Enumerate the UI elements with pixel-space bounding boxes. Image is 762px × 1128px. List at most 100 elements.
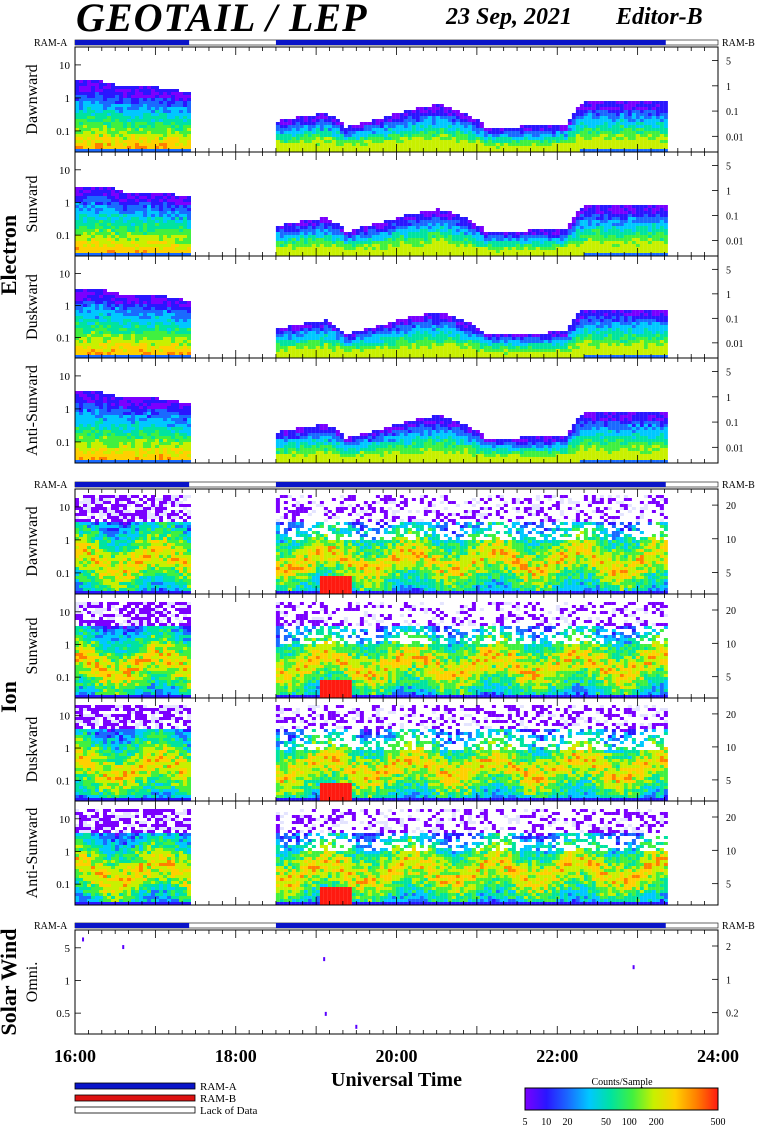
electron-right-tick-3-2: 0.1	[726, 418, 739, 429]
electron-right-tick-0-3: 0.01	[726, 132, 744, 143]
electron-left-tick-2-0: 10	[59, 269, 71, 281]
solar-wind-left-tick-0-2: 0.5	[56, 1008, 70, 1020]
electron-left-tick-0-1: 1	[65, 93, 71, 105]
legend-swatch-2	[74, 1106, 196, 1114]
ion-spectrogram-1	[75, 602, 668, 698]
solar-wind-point-1	[122, 945, 125, 950]
solar-wind-right-tick-0-0: 2	[726, 942, 731, 953]
ion-left-tick-2-0: 10	[59, 711, 71, 723]
electron-panel-label-2: Duskward	[24, 274, 41, 340]
mode-segment-0	[75, 923, 190, 928]
ion-spectrogram-3	[75, 809, 668, 905]
solar-wind-left-tick-0-0: 5	[65, 943, 71, 955]
mode-label-right: RAM-B	[722, 38, 755, 49]
editor-label: Editor-B	[616, 4, 703, 31]
electron-left-tick-2-1: 1	[65, 301, 71, 313]
mode-segment-2	[275, 40, 666, 45]
ion-panel-label-2: Duskward	[24, 717, 41, 783]
ion-right-tick-1-0: 20	[726, 606, 736, 617]
x-tick-label-4: 24:00	[697, 1046, 739, 1066]
electron-mode-bar	[74, 39, 719, 46]
mode-label-right: RAM-B	[722, 480, 755, 491]
legend-label-1: RAM-B	[200, 1093, 236, 1105]
legend-label-0: RAM-A	[200, 1081, 237, 1093]
solar-wind-point-3	[324, 1011, 327, 1016]
electron-panel-label-1: Sunward	[24, 176, 41, 233]
electron-right-tick-0-2: 0.1	[726, 107, 739, 118]
solar-wind-point-4	[355, 1024, 358, 1029]
date-label: 23 Sep, 2021	[446, 4, 572, 31]
colorbar-tick-0: 5	[523, 1117, 528, 1128]
colorbar-tick-6: 500	[711, 1117, 726, 1128]
electron-right-tick-1-0: 5	[726, 162, 731, 173]
mode-segment-0	[75, 482, 190, 487]
mode-label-left: RAM-A	[34, 480, 68, 491]
page-title: GEOTAIL / LEP	[76, 0, 368, 41]
mode-label-left: RAM-A	[34, 38, 68, 49]
ion-left-tick-3-2: 0.1	[56, 879, 70, 891]
colorbar-tick-2: 20	[562, 1117, 572, 1128]
ion-right-tick-1-1: 10	[726, 639, 736, 650]
colorbar	[524, 1087, 719, 1111]
colorbar-tick-4: 100	[622, 1117, 637, 1128]
colorbar-tick-5: 200	[649, 1117, 664, 1128]
ion-panel-label-0: Dawnward	[24, 506, 41, 576]
mode-segment-2	[275, 482, 666, 487]
solar-wind-right-tick-0-1: 1	[726, 975, 731, 986]
ion-left-tick-3-0: 10	[59, 814, 71, 826]
electron-left-tick-0-0: 10	[59, 60, 71, 72]
electron-left-tick-3-2: 0.1	[56, 437, 70, 449]
electron-right-tick-3-1: 1	[726, 393, 731, 404]
electron-right-tick-2-3: 0.01	[726, 339, 744, 350]
electron-panel-label-3: Anti-Sunward	[24, 365, 41, 456]
x-tick-label-1: 18:00	[215, 1046, 257, 1066]
electron-right-tick-0-1: 1	[726, 82, 731, 93]
mode-label-right: RAM-B	[722, 921, 755, 932]
ion-right-tick-0-0: 20	[726, 501, 736, 512]
ion-right-tick-2-2: 5	[726, 776, 731, 787]
electron-left-tick-1-2: 0.1	[56, 230, 70, 242]
electron-right-tick-3-0: 5	[726, 368, 731, 379]
electron-group-label: Electron	[0, 215, 21, 295]
electron-right-tick-1-1: 1	[726, 187, 731, 198]
legend-swatch-0	[74, 1082, 196, 1090]
ion-left-tick-1-0: 10	[59, 607, 71, 619]
electron-spectrogram-1	[75, 187, 668, 256]
solar-wind-point-0	[82, 937, 85, 942]
ion-left-tick-1-1: 1	[65, 639, 71, 651]
colorbar-tick-3: 50	[601, 1117, 611, 1128]
ion-right-tick-3-2: 5	[726, 880, 731, 891]
electron-right-tick-1-2: 0.1	[726, 212, 739, 223]
electron-panel-label-0: Dawnward	[24, 64, 41, 134]
electron-spectrogram-3	[75, 391, 668, 463]
ion-left-tick-0-2: 0.1	[56, 568, 70, 580]
ion-left-tick-2-1: 1	[65, 743, 71, 755]
mode-segment-0	[75, 40, 190, 45]
ion-right-tick-3-1: 10	[726, 846, 736, 857]
ion-right-tick-0-2: 5	[726, 568, 731, 579]
ion-left-tick-0-0: 10	[59, 502, 71, 514]
electron-spectrogram-0	[75, 80, 668, 152]
ion-group-label: Ion	[0, 681, 21, 713]
electron-left-tick-1-0: 10	[59, 165, 71, 177]
electron-left-tick-3-1: 1	[65, 404, 71, 416]
electron-left-tick-1-1: 1	[65, 197, 71, 209]
electron-right-tick-2-2: 0.1	[726, 314, 739, 325]
legend-label-2: Lack of Data	[200, 1105, 258, 1117]
mode-label-left: RAM-A	[34, 921, 68, 932]
colorbar-tick-1: 10	[541, 1117, 551, 1128]
solar-wind-left-tick-0-1: 1	[65, 975, 71, 987]
electron-spectrogram-2	[75, 289, 668, 358]
ion-right-tick-1-2: 5	[726, 673, 731, 684]
electron-left-tick-3-0: 10	[59, 371, 71, 383]
ion-panel-label-3: Anti-Sunward	[24, 808, 41, 899]
ion-left-tick-2-2: 0.1	[56, 775, 70, 787]
electron-left-tick-2-2: 0.1	[56, 333, 70, 345]
solar-wind-mode-bar	[74, 922, 719, 929]
ion-mode-bar	[74, 481, 719, 488]
x-tick-label-0: 16:00	[54, 1046, 96, 1066]
x-axis-label: Universal Time	[331, 1069, 462, 1091]
ion-right-tick-3-0: 20	[726, 813, 736, 824]
solar-wind-point-2	[323, 957, 326, 962]
